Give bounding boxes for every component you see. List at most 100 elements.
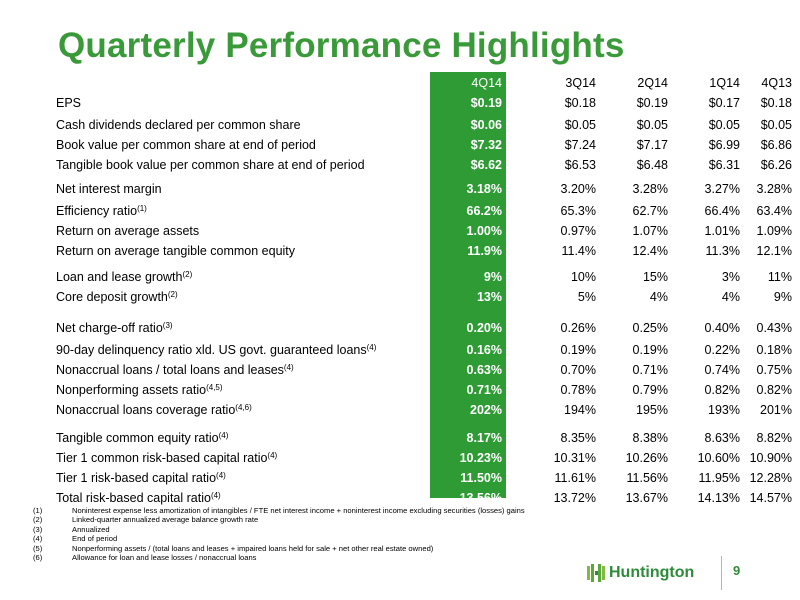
row-label-text: Tangible common equity ratio — [56, 431, 219, 445]
footnote-ref: (4) — [283, 363, 294, 372]
cell-4q13: 11% — [767, 270, 792, 284]
cell-3q14: 5% — [577, 290, 596, 304]
cell-1q14: 11.95% — [698, 471, 740, 485]
row-label: Tier 1 common risk-based capital ratio(4… — [56, 451, 277, 465]
cell-4q14: 10.23% — [459, 451, 502, 465]
footnote-ref: (4) — [210, 491, 221, 500]
row-label: Net interest margin — [56, 182, 162, 196]
table-row: 90-day delinquency ratio xld. US govt. g… — [0, 343, 800, 361]
cell-1q14: $6.99 — [708, 138, 740, 152]
page-title: Quarterly Performance Highlights — [58, 26, 625, 65]
page-number: 9 — [733, 563, 741, 578]
cell-1q14: $6.31 — [708, 158, 740, 172]
footnote-ref: (4,5) — [206, 383, 223, 392]
table-row: Tangible book value per common share at … — [0, 158, 800, 176]
cell-4q13: 1.09% — [756, 224, 792, 238]
cell-4q14: $0.06 — [470, 118, 502, 132]
cell-2q14: 1.07% — [632, 224, 668, 238]
row-label-text: Net charge-off ratio — [56, 321, 163, 335]
column-header-4q14: 4Q14 — [471, 76, 502, 90]
footnote-text: Allowance for loan and lease losses / no… — [72, 552, 257, 562]
row-label-text: Return on average assets — [56, 224, 200, 238]
cell-3q14: $6.53 — [564, 158, 596, 172]
footnote-ref: (4) — [267, 451, 278, 460]
cell-4q13: $0.05 — [760, 118, 792, 132]
cell-3q14: 0.97% — [560, 224, 596, 238]
row-label-text: Nonaccrual loans coverage ratio — [56, 403, 236, 417]
table-row: Return on average assets 1.00% 0.97% 1.07% 1… — [0, 224, 800, 242]
cell-2q14: 195% — [636, 403, 668, 417]
row-label-text: Nonaccrual loans / total loans and lease… — [56, 363, 284, 377]
row-label-text: EPS — [56, 96, 82, 110]
cell-3q14: 8.35% — [560, 431, 596, 445]
cell-4q14: $0.19 — [470, 96, 502, 110]
row-label: Total risk-based capital ratio(4) — [56, 491, 221, 505]
row-label: Cash dividends declared per common share — [56, 118, 301, 132]
cell-1q14: 1.01% — [704, 224, 740, 238]
cell-2q14: 12.4% — [632, 244, 668, 258]
row-label: Loan and lease growth(2) — [56, 270, 192, 284]
row-label: Nonaccrual loans / total loans and lease… — [56, 363, 294, 377]
table-row: Nonaccrual loans / total loans and lease… — [0, 363, 800, 381]
cell-2q14: 0.19% — [632, 343, 668, 357]
cell-4q13: 14.57% — [749, 491, 792, 505]
cell-1q14: $0.17 — [708, 96, 740, 110]
cell-2q14: 3.28% — [632, 182, 668, 196]
footnote-ref: (1) — [137, 204, 147, 213]
cell-4q14: 0.63% — [466, 363, 502, 377]
table-row: Net interest margin 3.18% 3.20% 3.28% 3.27% 3… — [0, 182, 800, 200]
row-label-text: Loan and lease growth — [56, 270, 183, 284]
cell-3q14: 0.19% — [560, 343, 596, 357]
cell-4q13: 0.82% — [756, 383, 792, 397]
row-label-text: Return on average tangible common equity — [56, 244, 296, 258]
cell-4q13: 10.90% — [749, 451, 792, 465]
cell-4q14: 1.00% — [466, 224, 502, 238]
cell-4q13: 201% — [760, 403, 792, 417]
column-header-4q13: 4Q13 — [761, 76, 792, 90]
footnote-number: (6) — [33, 552, 43, 562]
cell-3q14: 13.72% — [553, 491, 596, 505]
row-label: Net charge-off ratio(3) — [56, 321, 173, 335]
cell-2q14: 13.67% — [625, 491, 668, 505]
footnote-text: Nonperforming assets / (total loans and … — [72, 543, 434, 553]
cell-1q14: 10.60% — [697, 451, 740, 465]
table-row: EPS $0.19 $0.18 $0.19 $0.17 $0.18 — [0, 96, 800, 114]
cell-4q13: 12.28% — [749, 471, 792, 485]
cell-1q14: 0.40% — [704, 321, 740, 335]
footnote-number: (5) — [33, 543, 43, 553]
cell-4q14: 202% — [470, 403, 502, 417]
cell-4q14: 3.18% — [466, 182, 502, 196]
cell-4q14: 0.16% — [466, 343, 502, 357]
footnote-text: End of period — [72, 534, 118, 544]
cell-3q14: 194% — [564, 403, 596, 417]
table-row: Total risk-based capital ratio(4) 13.56% 1… — [0, 491, 800, 509]
row-label-text: Cash dividends declared per common share — [56, 118, 301, 132]
row-label: Nonperforming assets ratio(4,5) — [56, 383, 223, 397]
cell-4q14: 66.2% — [466, 204, 502, 218]
footnote-number: (2) — [33, 515, 43, 525]
cell-3q14: 0.78% — [560, 383, 596, 397]
cell-2q14: 4% — [649, 290, 668, 304]
row-label: Tangible book value per common share at … — [56, 158, 365, 172]
huntington-logo-text: Huntington — [609, 564, 695, 581]
row-label-text: Nonperforming assets ratio — [56, 383, 207, 397]
table-row: Book value per common share at end of pe… — [0, 138, 800, 156]
cell-4q13: 3.28% — [756, 182, 792, 196]
footnote-ref: (2) — [167, 290, 178, 299]
cell-4q14: 9% — [483, 270, 502, 284]
cell-2q14: 10.26% — [625, 451, 668, 465]
row-label-text: Book value per common share at end of pe… — [56, 138, 316, 152]
cell-3q14: $0.05 — [564, 118, 596, 132]
cell-1q14: 11.3% — [705, 244, 740, 258]
cell-3q14: 10.31% — [553, 451, 596, 465]
cell-2q14: $7.17 — [636, 138, 668, 152]
row-label-text: Net interest margin — [56, 182, 162, 196]
cell-1q14: 0.82% — [704, 383, 740, 397]
row-label-text: Efficiency ratio — [56, 204, 138, 218]
cell-2q14: 15% — [642, 270, 668, 284]
row-label-text: 90-day delinquency ratio xld. US govt. g… — [56, 343, 367, 357]
row-label: Return on average tangible common equity — [56, 244, 295, 258]
cell-4q13: $6.26 — [760, 158, 792, 172]
cell-3q14: 11.4% — [561, 244, 596, 258]
cell-4q14: $6.62 — [470, 158, 502, 172]
